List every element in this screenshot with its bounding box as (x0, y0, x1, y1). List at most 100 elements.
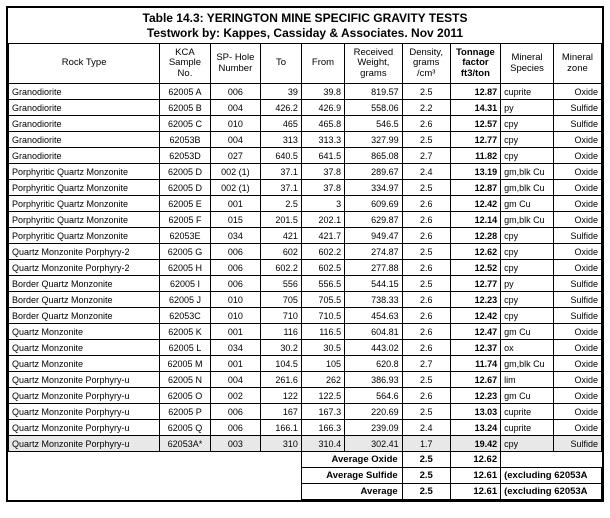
cell: 001 (210, 356, 260, 372)
cell: 30.5 (301, 340, 344, 356)
cell: 556.5 (301, 276, 344, 292)
table-row: Quartz Monzonite Porphyry-u62005 Q006166… (9, 420, 602, 436)
cell: 13.24 (450, 420, 500, 436)
cell: 39 (261, 84, 302, 100)
cell: Sulfide (553, 308, 601, 324)
cell: 641.5 (301, 148, 344, 164)
cell: 12.47 (450, 324, 500, 340)
cell: 602.5 (301, 260, 344, 276)
cell: 37.8 (301, 164, 344, 180)
cell: Oxide (553, 180, 601, 196)
cell: 629.87 (345, 212, 403, 228)
cell: 2.6 (402, 292, 450, 308)
cell: 027 (210, 148, 260, 164)
cell: 006 (210, 84, 260, 100)
cell: 12.77 (450, 132, 500, 148)
cell: 865.08 (345, 148, 403, 164)
cell: 313.3 (301, 132, 344, 148)
cell: Sulfide (553, 116, 601, 132)
cell: 010 (210, 308, 260, 324)
table-row: Porphyritic Quartz Monzonite62005 D002 (… (9, 180, 602, 196)
cell: 167 (261, 404, 302, 420)
col-header: Mineral Species (501, 44, 554, 84)
cell: 39.8 (301, 84, 344, 100)
cell: 421.7 (301, 228, 344, 244)
table-row: Border Quartz Monzonite62053C010710710.5… (9, 308, 602, 324)
cell: Oxide (553, 212, 601, 228)
cell: 2.4 (402, 164, 450, 180)
cell: Oxide (553, 420, 601, 436)
cell: py (501, 276, 554, 292)
cell: 2.4 (402, 420, 450, 436)
cell: 62005 A (160, 84, 210, 100)
col-header: Tonnage factor ft3/ton (450, 44, 500, 84)
cell: 602.2 (261, 260, 302, 276)
table-row: Quartz Monzonite Porphyry-262005 G006602… (9, 244, 602, 260)
cell: Oxide (553, 388, 601, 404)
cell: cpy (501, 132, 554, 148)
cell: gm,blk Cu (501, 212, 554, 228)
table-row: Quartz Monzonite Porphyry-262005 H006602… (9, 260, 602, 276)
cell: Sulfide (553, 100, 601, 116)
cell: 558.06 (345, 100, 403, 116)
cell: 62053E (160, 228, 210, 244)
cell: 12.42 (450, 196, 500, 212)
cell: 454.63 (345, 308, 403, 324)
cell: 12.23 (450, 292, 500, 308)
cell: 62005 D (160, 180, 210, 196)
cell: 010 (210, 116, 260, 132)
cell: 62005 L (160, 340, 210, 356)
table-row: Porphyritic Quartz Monzonite62005 F01520… (9, 212, 602, 228)
summary-note: (excluding 62053A (501, 484, 602, 500)
cell: 105 (301, 356, 344, 372)
cell: Oxide (553, 132, 601, 148)
cell: 465 (261, 116, 302, 132)
cell: 62005 H (160, 260, 210, 276)
cell: 640.5 (261, 148, 302, 164)
cell: 004 (210, 372, 260, 388)
cell: cpy (501, 292, 554, 308)
table-row: Granodiorite62005 A0063939.8819.572.512.… (9, 84, 602, 100)
col-header: From (301, 44, 344, 84)
cell: 62005 N (160, 372, 210, 388)
cell: 37.1 (261, 164, 302, 180)
cell: 421 (261, 228, 302, 244)
cell: 006 (210, 244, 260, 260)
cell: 2.6 (402, 116, 450, 132)
cell: Quartz Monzonite Porphyry-2 (9, 244, 160, 260)
summary-density: 2.5 (402, 484, 450, 500)
cell: 12.52 (450, 260, 500, 276)
cell: 289.67 (345, 164, 403, 180)
cell: 426.9 (301, 100, 344, 116)
cell: Oxide (553, 324, 601, 340)
cell: 006 (210, 404, 260, 420)
table-row: Granodiorite62005 C010465465.8546.52.612… (9, 116, 602, 132)
cell: Border Quartz Monzonite (9, 276, 160, 292)
cell: cpy (501, 436, 554, 452)
cell: cpy (501, 260, 554, 276)
cell: 62005 I (160, 276, 210, 292)
cell: 12.87 (450, 84, 500, 100)
cell: 30.2 (261, 340, 302, 356)
cell: 2.6 (402, 212, 450, 228)
cell: Quartz Monzonite Porphyry-u (9, 372, 160, 388)
cell: 116 (261, 324, 302, 340)
cell: 001 (210, 324, 260, 340)
cell: 602 (261, 244, 302, 260)
cell: 62053D (160, 148, 210, 164)
cell: 334.97 (345, 180, 403, 196)
cell: 710.5 (301, 308, 344, 324)
col-header: Rock Type (9, 44, 160, 84)
cell: Quartz Monzonite Porphyry-u (9, 388, 160, 404)
cell: cpy (501, 228, 554, 244)
cell: 949.47 (345, 228, 403, 244)
cell: 12.28 (450, 228, 500, 244)
cell: Oxide (553, 260, 601, 276)
cell: Oxide (553, 372, 601, 388)
cell: 37.1 (261, 180, 302, 196)
cell: 002 (210, 388, 260, 404)
cell: Oxide (553, 244, 601, 260)
cell: gm,blk Cu (501, 164, 554, 180)
table-row: Quartz Monzonite Porphyry-u62005 P006167… (9, 404, 602, 420)
cell: 201.5 (261, 212, 302, 228)
